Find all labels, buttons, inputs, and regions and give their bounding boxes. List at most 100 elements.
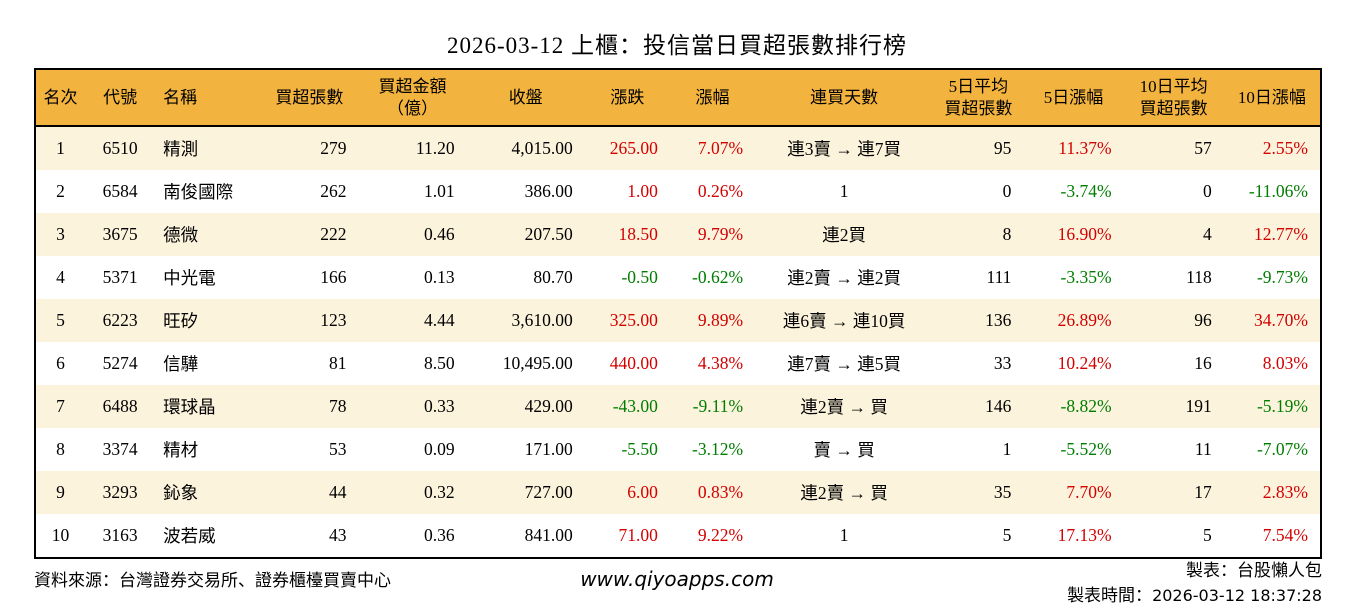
cell-code: 3675 — [102, 224, 138, 244]
cell-avg10: 96 — [1194, 310, 1212, 330]
data-source-note: 資料來源：台灣證券交易所、證券櫃檯買賣中心 — [34, 571, 391, 590]
cell-streak: 1 — [839, 181, 849, 201]
cell-close: 4,015.00 — [511, 138, 573, 158]
cell-pct5: -3.74% — [1060, 181, 1112, 201]
cell-code: 5371 — [102, 267, 138, 287]
cell-change: 265.00 — [609, 138, 658, 158]
cell-change_pct: -9.11% — [692, 396, 744, 416]
cell-net_buy_lots: 78 — [328, 396, 347, 416]
cell-net_buy_lots: 262 — [320, 181, 347, 201]
cell-net_buy_amt: 0.46 — [423, 224, 455, 244]
cell-change_pct: 0.26% — [697, 181, 744, 201]
cell-pct10: 34.70% — [1254, 310, 1308, 330]
cell-close: 386.00 — [524, 181, 573, 201]
table-row: 9 3293 鈊象 44 0.32 727.00 6.00 0.83% 連2賣 → 買 35 7.7… — [35, 471, 1321, 514]
header-row: 名次 代號 名稱 買超張數 買超金額 （億） 收盤 漲跌 漲幅 連買天數 5日平均 買超張數 5日漲… — [35, 69, 1321, 127]
website-url: www.qiyoapps.com — [580, 567, 774, 591]
cell-change_pct: 9.79% — [697, 224, 744, 244]
cell-pct10: -7.07% — [1256, 439, 1308, 459]
cell-rank: 1 — [56, 138, 65, 158]
cell-avg5: 1 — [1002, 439, 1012, 459]
table-row: 4 5371 中光電 166 0.13 80.70 -0.50 -0.62% 連2賣 → 連2買… — [35, 256, 1321, 299]
cell-avg10: 16 — [1194, 353, 1212, 373]
table-row: 10 3163 波若威 43 0.36 841.00 71.00 9.22% 1 5 17.13% 5… — [35, 514, 1321, 558]
column-header-net_buy_amt: 買超金額 （億） — [358, 69, 467, 127]
cell-change: 71.00 — [618, 525, 658, 545]
table-row: 3 3675 德微 222 0.46 207.50 18.50 9.79% 連2買 8 16.90%… — [35, 213, 1321, 256]
cell-net_buy_lots: 123 — [320, 310, 347, 330]
cell-avg10: 118 — [1186, 267, 1212, 287]
cell-name: 精材 — [163, 440, 199, 460]
column-header-change_pct: 漲幅 — [669, 69, 756, 127]
cell-pct5: -5.52% — [1060, 439, 1112, 459]
table-row: 6 5274 信驊 81 8.50 10,495.00 440.00 4.38% 連7賣 → 連… — [35, 342, 1321, 385]
cell-avg10: 57 — [1194, 138, 1212, 158]
cell-change_pct: -0.62% — [692, 267, 744, 287]
cell-avg5: 0 — [1002, 181, 1012, 201]
cell-change: 18.50 — [618, 224, 658, 244]
cell-pct5: 10.24% — [1057, 353, 1112, 373]
column-header-change: 漲跌 — [584, 69, 670, 127]
cell-avg5: 95 — [993, 138, 1012, 158]
cell-rank: 6 — [56, 353, 65, 373]
made-time-line: 製表時間：2026-03-12 18:37:28 — [1067, 584, 1322, 609]
cell-close: 80.70 — [533, 267, 573, 287]
cell-avg5: 111 — [986, 267, 1012, 287]
cell-name: 中光電 — [163, 268, 216, 288]
cell-net_buy_amt: 1.01 — [423, 181, 455, 201]
cell-avg5: 33 — [993, 353, 1012, 373]
column-header-avg10: 10日平均 買超張數 — [1123, 69, 1224, 127]
cell-streak: 連2賣 → 連2買 — [787, 268, 902, 288]
table-row: 7 6488 環球晶 78 0.33 429.00 -43.00 -9.11% 連2賣 → 買 1… — [35, 385, 1321, 428]
cell-avg10: 11 — [1194, 439, 1212, 459]
cell-close: 171.00 — [524, 439, 573, 459]
cell-avg5: 35 — [993, 482, 1012, 502]
column-header-close: 收盤 — [466, 69, 585, 127]
cell-name: 德微 — [163, 225, 199, 245]
cell-change_pct: 9.89% — [697, 310, 744, 330]
cell-pct5: 26.89% — [1057, 310, 1112, 330]
cell-net_buy_amt: 0.32 — [423, 482, 455, 502]
cell-net_buy_amt: 4.44 — [423, 310, 455, 330]
cell-avg10: 0 — [1202, 181, 1212, 201]
cell-code: 3293 — [102, 482, 138, 502]
cell-rank: 9 — [56, 482, 65, 502]
table-row: 5 6223 旺矽 123 4.44 3,610.00 325.00 9.89% 連6賣 → 連… — [35, 299, 1321, 342]
cell-net_buy_amt: 0.13 — [423, 267, 455, 287]
cell-avg10: 4 — [1202, 224, 1212, 244]
table-header: 名次 代號 名稱 買超張數 買超金額 （億） 收盤 漲跌 漲幅 連買天數 5日平均 買超張數 5日漲… — [35, 69, 1321, 127]
cell-close: 207.50 — [524, 224, 573, 244]
cell-code: 5274 — [102, 353, 138, 373]
cell-net_buy_lots: 44 — [328, 482, 347, 502]
cell-close: 841.00 — [524, 525, 573, 545]
cell-avg5: 136 — [985, 310, 1012, 330]
cell-avg5: 8 — [1002, 224, 1012, 244]
cell-rank: 10 — [51, 525, 70, 545]
page-title: 2026-03-12 上櫃：投信當日買超張數排行榜 — [446, 33, 908, 58]
cell-net_buy_lots: 53 — [328, 439, 347, 459]
cell-change: 325.00 — [609, 310, 658, 330]
cell-streak: 連2賣 → 買 — [800, 483, 888, 503]
cell-net_buy_lots: 81 — [328, 353, 347, 373]
table-row: 2 6584 南俊國際 262 1.01 386.00 1.00 0.26% 1 0 -3.74% 0… — [35, 170, 1321, 213]
cell-close: 3,610.00 — [511, 310, 573, 330]
cell-name: 南俊國際 — [163, 182, 234, 202]
cell-avg10: 17 — [1194, 482, 1212, 502]
cell-change_pct: 9.22% — [697, 525, 744, 545]
cell-name: 精測 — [163, 139, 199, 159]
ranking-table: 名次 代號 名稱 買超張數 買超金額 （億） 收盤 漲跌 漲幅 連買天數 5日平均 買超張數 5日漲… — [34, 68, 1322, 559]
cell-change: -43.00 — [612, 396, 658, 416]
cell-streak: 連2買 — [822, 225, 867, 245]
cell-streak: 連7賣 → 連5買 — [787, 354, 902, 374]
cell-avg5: 146 — [985, 396, 1012, 416]
cell-pct5: -3.35% — [1060, 267, 1112, 287]
cell-streak: 連3賣 → 連7買 — [787, 139, 902, 159]
column-header-pct10: 10日漲幅 — [1223, 69, 1321, 127]
cell-avg10: 5 — [1202, 525, 1212, 545]
cell-change: 440.00 — [609, 353, 658, 373]
column-header-net_buy_lots: 買超張數 — [260, 69, 359, 127]
cell-pct10: 2.55% — [1262, 138, 1308, 158]
made-by-label: 製表：台股懶人包 — [1186, 561, 1322, 580]
cell-net_buy_amt: 0.09 — [423, 439, 455, 459]
